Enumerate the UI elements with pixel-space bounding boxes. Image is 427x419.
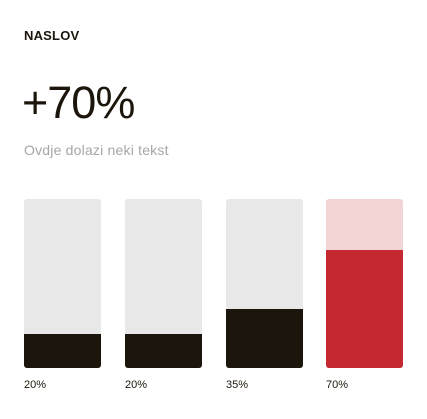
bar-3 bbox=[226, 309, 303, 368]
bar-track-4 bbox=[326, 199, 403, 368]
bar-track-1 bbox=[24, 199, 101, 368]
bar-value-label-3: 35% bbox=[226, 379, 249, 391]
bar-1 bbox=[24, 334, 101, 368]
bar-value-label-2: 20% bbox=[125, 379, 148, 391]
subtitle-text: Ovdje dolazi neki tekst bbox=[24, 142, 169, 158]
bar-4 bbox=[326, 250, 403, 368]
bar-2 bbox=[125, 334, 202, 368]
headline-value: +70% bbox=[22, 77, 135, 128]
bar-value-label-1: 20% bbox=[24, 379, 47, 391]
chart-heading: NASLOV bbox=[24, 28, 80, 43]
bar-track-2 bbox=[125, 199, 202, 368]
bar-value-label-4: 70% bbox=[326, 379, 349, 391]
bar-track-3 bbox=[226, 199, 303, 368]
